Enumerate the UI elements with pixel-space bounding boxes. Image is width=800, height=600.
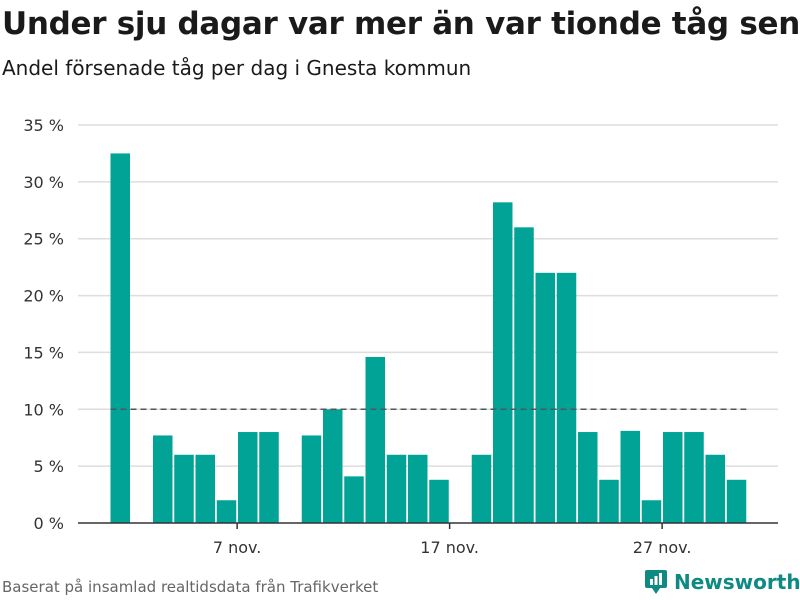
x-tick-label: 17 nov. (420, 538, 479, 557)
brand-name: Newsworthy (674, 570, 800, 594)
bar (365, 356, 385, 523)
y-tick-label: 10 % (23, 400, 64, 419)
bar (429, 479, 449, 523)
chart-title: Under sju dagar var mer än var tionde tå… (2, 6, 800, 42)
bar (408, 454, 428, 523)
bar (620, 430, 640, 523)
y-tick-label: 30 % (23, 173, 64, 192)
bar (301, 435, 322, 523)
y-tick-label: 25 % (23, 230, 64, 249)
bar (259, 432, 279, 523)
bar (344, 476, 364, 523)
bar (705, 454, 725, 523)
x-tick-label: 7 nov. (213, 538, 262, 557)
bar (599, 479, 619, 523)
bar (663, 432, 683, 523)
y-tick-label: 0 % (34, 514, 64, 533)
bar (641, 500, 662, 523)
bar (493, 202, 513, 523)
bar (556, 272, 577, 523)
bar (174, 454, 194, 523)
y-tick-label: 35 % (23, 116, 64, 135)
bar (514, 227, 534, 524)
chart-subtitle: Andel försenade tåg per dag i Gnesta kom… (2, 56, 472, 80)
x-tick-label: 27 nov. (633, 538, 692, 557)
bar (323, 409, 343, 523)
source-note: Baserat på insamlad realtidsdata från Tr… (2, 578, 379, 596)
bar (726, 479, 747, 523)
bar (386, 454, 407, 523)
newsworthy-logo[interactable]: Newsworthy (644, 568, 800, 596)
bar (195, 454, 215, 523)
y-tick-label: 15 % (23, 343, 64, 362)
bar (578, 432, 598, 523)
bar (216, 500, 237, 523)
bar (535, 272, 555, 523)
bar (684, 432, 704, 523)
bar (471, 454, 492, 523)
newsworthy-logo-icon (645, 570, 667, 594)
bar (153, 435, 173, 523)
bar (238, 432, 258, 523)
bar (110, 153, 130, 523)
y-tick-label: 5 % (34, 457, 64, 476)
y-tick-label: 20 % (23, 287, 64, 306)
